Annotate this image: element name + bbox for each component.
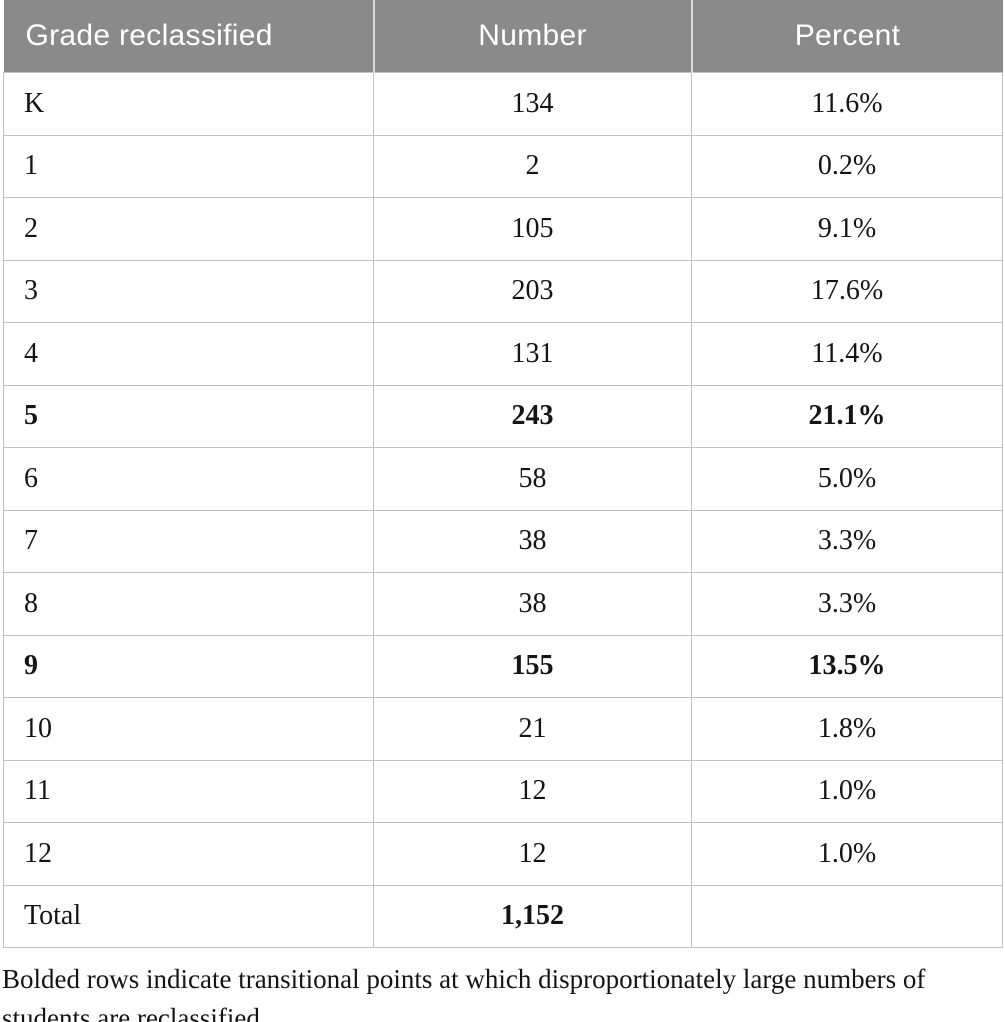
header-number: Number	[372, 0, 692, 73]
percent-cell: 9.1%	[691, 197, 1003, 261]
grade-cell: 7	[3, 509, 374, 573]
percent-cell: 13.5%	[691, 634, 1003, 698]
percent-cell: 17.6%	[691, 259, 1003, 323]
table-row: 10 21 1.8%	[3, 697, 1003, 761]
number-cell: 38	[373, 509, 692, 573]
header-grade-reclassified: Grade reclassified	[3, 0, 374, 73]
grade-cell: 4	[3, 322, 374, 386]
table-row: 12 12 1.0%	[3, 822, 1003, 886]
percent-cell: 11.6%	[691, 72, 1003, 136]
header-percent: Percent	[690, 0, 1003, 73]
table-row: 6 58 5.0%	[3, 447, 1003, 511]
percent-cell: 21.1%	[691, 384, 1003, 448]
grade-cell: 9	[3, 634, 374, 698]
table-row: 7 38 3.3%	[3, 509, 1003, 573]
grade-cell: 8	[3, 572, 374, 636]
grade-cell: Total	[3, 884, 374, 948]
table-row: 2 105 9.1%	[3, 197, 1003, 261]
grade-cell: 11	[3, 759, 374, 823]
percent-cell: 3.3%	[691, 509, 1003, 573]
table-row: Total 1,152	[3, 884, 1003, 948]
grade-cell: K	[3, 72, 374, 136]
percent-cell: 1.0%	[691, 822, 1003, 886]
number-cell: 105	[373, 197, 692, 261]
grade-cell: 12	[3, 822, 374, 886]
table-row: 1 2 0.2%	[3, 134, 1003, 198]
number-cell: 58	[373, 447, 692, 511]
grade-cell: 1	[3, 134, 374, 198]
table-row: 9 155 13.5%	[3, 634, 1003, 698]
footnote-line-1: Bolded rows indicate transitional points…	[2, 964, 926, 994]
number-cell: 131	[373, 322, 692, 386]
number-cell: 12	[373, 759, 692, 823]
number-cell: 243	[373, 384, 692, 448]
grade-cell: 3	[3, 259, 374, 323]
number-cell: 1,152	[373, 884, 692, 948]
number-cell: 12	[373, 822, 692, 886]
table-row: 4 131 11.4%	[3, 322, 1003, 386]
table-row: 5 243 21.1%	[3, 384, 1003, 448]
grade-cell: 5	[3, 384, 374, 448]
grade-reclassified-table: Grade reclassified Number Percent K 134 …	[3, 0, 1003, 948]
number-cell: 2	[373, 134, 692, 198]
percent-cell: 0.2%	[691, 134, 1003, 198]
percent-cell: 11.4%	[691, 322, 1003, 386]
grade-cell: 6	[3, 447, 374, 511]
table-row: K 134 11.6%	[3, 72, 1003, 136]
percent-cell: 3.3%	[691, 572, 1003, 636]
table-row: 11 12 1.0%	[3, 759, 1003, 823]
table-body: K 134 11.6% 1 2 0.2% 2 105 9.1% 3 203 17…	[3, 72, 1003, 948]
percent-cell: 1.8%	[691, 697, 1003, 761]
number-cell: 38	[373, 572, 692, 636]
grade-cell: 2	[3, 197, 374, 261]
number-cell: 134	[373, 72, 692, 136]
table-row: 8 38 3.3%	[3, 572, 1003, 636]
footnote-line-2: students are reclassified.	[2, 1003, 267, 1022]
grade-cell: 10	[3, 697, 374, 761]
percent-cell	[691, 884, 1003, 948]
header-row: Grade reclassified Number Percent	[3, 0, 1003, 73]
number-cell: 155	[373, 634, 692, 698]
table-row: 3 203 17.6%	[3, 259, 1003, 323]
number-cell: 21	[373, 697, 692, 761]
percent-cell: 5.0%	[691, 447, 1003, 511]
number-cell: 203	[373, 259, 692, 323]
table-footnote: Bolded rows indicate transitional points…	[2, 960, 1005, 1022]
percent-cell: 1.0%	[691, 759, 1003, 823]
